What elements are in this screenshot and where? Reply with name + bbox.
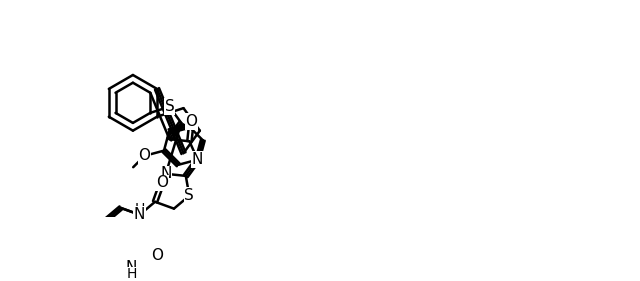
Text: S: S (184, 188, 194, 203)
Text: N: N (125, 260, 137, 275)
Text: N: N (160, 166, 172, 181)
Text: O: O (156, 175, 168, 191)
Text: O: O (139, 148, 150, 163)
Text: N: N (192, 152, 204, 167)
Text: O: O (151, 248, 163, 263)
Text: O: O (186, 114, 198, 129)
Text: S: S (164, 99, 174, 114)
Text: H: H (134, 201, 145, 216)
Text: N: N (134, 207, 145, 222)
Text: H: H (126, 267, 136, 281)
